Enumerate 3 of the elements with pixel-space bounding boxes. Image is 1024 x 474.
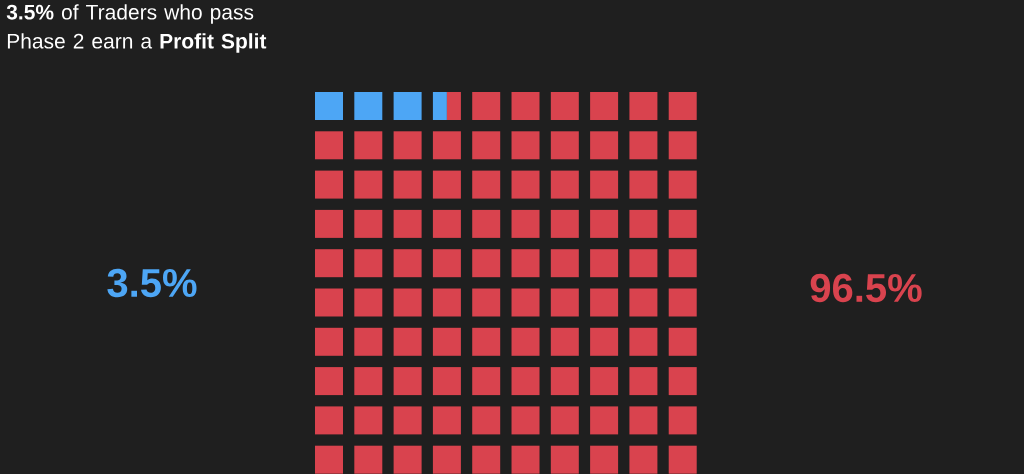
data-label: 3.5% <box>107 268 197 298</box>
data-label: 96.5% <box>810 273 922 303</box>
text: 3.5% of Traders who pass Phase 2 earn a Profit Split <box>6 4 267 53</box>
